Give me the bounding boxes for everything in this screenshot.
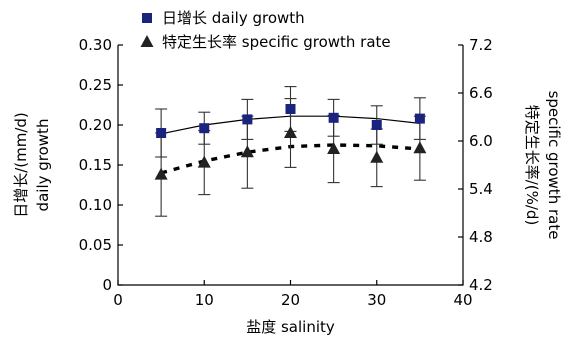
x-tick-label: 0 bbox=[113, 291, 123, 309]
x-tick-label: 30 bbox=[367, 291, 386, 309]
y-right-tick-label: 4.8 bbox=[469, 228, 493, 246]
daily-growth-point bbox=[156, 128, 167, 138]
y-left-tick-label: 0.05 bbox=[79, 236, 112, 254]
specific-growth-rate-point bbox=[327, 142, 341, 154]
daily-growth-point bbox=[414, 113, 425, 124]
y-right-tick-label: 7.2 bbox=[469, 36, 493, 54]
y-right-axis-title-cn: 特定生长率/(%/d) bbox=[523, 105, 541, 226]
specific-growth-rate-point bbox=[284, 126, 297, 138]
daily-growth-point bbox=[328, 112, 339, 123]
axes: 0 10 20 30 40 0 0.05 0.10 0.15 0.20 0.25 0.30 4.2 4.8… bbox=[79, 36, 493, 309]
y-left-tick-label: 0.10 bbox=[79, 196, 112, 214]
x-axis-title: 盐度 salinity bbox=[246, 318, 335, 336]
axis-labels: 盐度 salinity 日增长/(mm/d) daily growth 特定生长率/(… bbox=[12, 91, 563, 336]
x-tick-label: 40 bbox=[453, 291, 472, 309]
legend: 日增长 daily growth 特定生长率 specific growth ra… bbox=[140, 9, 391, 51]
y-left-axis-title-en: daily growth bbox=[34, 119, 52, 212]
x-tick-label: 20 bbox=[281, 291, 300, 309]
y-left-axis-title: 日增长/(mm/d) daily growth bbox=[12, 112, 52, 218]
y-left-tick-label: 0.20 bbox=[79, 116, 112, 134]
y-right-axis-title-en: specific growth rate bbox=[545, 91, 563, 240]
y-left-tick-label: 0.30 bbox=[79, 36, 112, 54]
specific-growth-rate-point bbox=[197, 155, 211, 168]
data-markers bbox=[154, 104, 427, 180]
y-right-tick-label: 6.6 bbox=[469, 84, 493, 102]
y-left-tick-label: 0 bbox=[102, 276, 112, 294]
specific-growth-rate-point bbox=[154, 167, 168, 180]
daily-growth-point bbox=[285, 104, 296, 114]
specific-growth-rate-point bbox=[370, 150, 384, 163]
y-right-tick-label: 5.4 bbox=[469, 180, 493, 198]
x-tick-label: 10 bbox=[195, 291, 214, 309]
y-left-tick-label: 0.15 bbox=[79, 156, 112, 174]
daily-growth-point bbox=[242, 114, 253, 125]
daily-growth-point bbox=[199, 123, 210, 134]
legend-label-daily-growth: 日增长 daily growth bbox=[162, 9, 305, 27]
y-left-tick-label: 0.25 bbox=[79, 76, 112, 94]
y-left-axis-title-cn: 日增长/(mm/d) bbox=[12, 112, 30, 218]
legend-marker-daily-growth bbox=[142, 13, 152, 23]
y-right-tick-label: 6.0 bbox=[469, 132, 493, 150]
daily-growth-point bbox=[371, 120, 382, 130]
y-right-tick-label: 4.2 bbox=[469, 276, 493, 294]
specific-growth-rate-point bbox=[413, 141, 427, 154]
y-right-axis-title: 特定生长率/(%/d) specific growth rate bbox=[523, 91, 563, 240]
legend-marker-specific-growth-rate bbox=[140, 35, 154, 47]
legend-label-specific-growth-rate: 特定生长率 specific growth rate bbox=[162, 33, 391, 51]
specific-growth-rate-point bbox=[240, 145, 254, 158]
